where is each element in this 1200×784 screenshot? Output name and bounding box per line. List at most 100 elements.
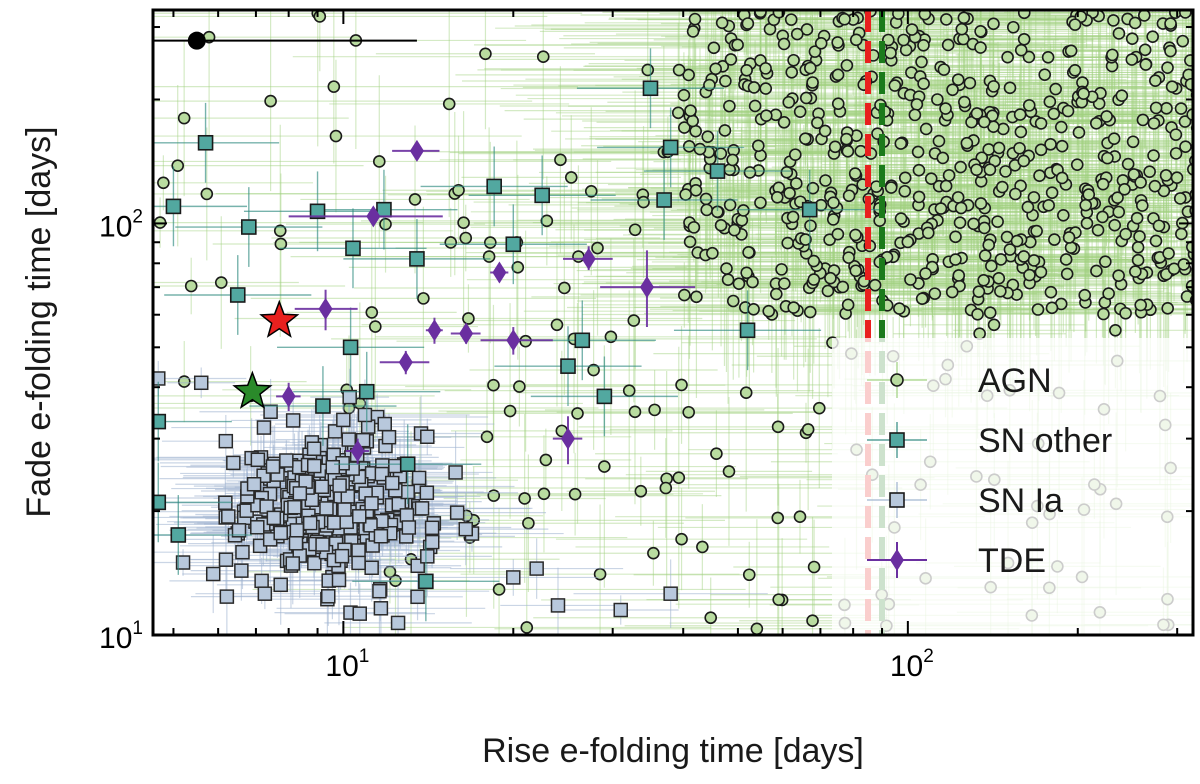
sn-other-point (486, 178, 502, 195)
agn-point (854, 144, 868, 158)
agn-point (686, 114, 699, 128)
agn-point (1112, 269, 1125, 282)
agn-point (986, 109, 999, 123)
sn-other-point (409, 251, 425, 267)
agn-point (682, 140, 696, 153)
agn-point (1013, 108, 1027, 121)
agn-point (965, 115, 978, 129)
agn-point (799, 132, 812, 145)
agn-point (770, 287, 783, 301)
agn-point (806, 614, 819, 628)
agn-point (1147, 117, 1161, 130)
legend-entry: AGN (867, 362, 1052, 400)
agn-point (678, 121, 691, 134)
agn-point (894, 212, 908, 225)
agn-point (1017, 10, 1031, 20)
tde-point (409, 139, 424, 162)
agn-point (849, 228, 862, 242)
agn-point (790, 27, 804, 41)
agn-point (1125, 32, 1139, 46)
agn-point (1176, 34, 1190, 48)
tde-point (281, 385, 296, 408)
agn-point (503, 404, 517, 418)
agn-point (931, 93, 944, 106)
agn-point (983, 306, 997, 320)
agn-point (780, 166, 794, 179)
agn-point (788, 148, 802, 161)
sn-ia-point (256, 420, 272, 435)
agn-point (972, 285, 986, 298)
agn-point (1021, 200, 1035, 214)
sn-other-point (309, 203, 326, 220)
agn-point (841, 145, 855, 158)
agn-point (747, 81, 761, 94)
agn-point (946, 83, 959, 97)
agn-point (939, 13, 953, 26)
agn-point (721, 273, 735, 286)
sn-ia-point (339, 514, 354, 530)
sn-ia-point (342, 389, 357, 405)
agn-point (1100, 110, 1113, 123)
agn-point (954, 160, 967, 174)
agn-point (688, 12, 702, 26)
agn-point (720, 262, 733, 275)
sn-other-point (342, 339, 359, 356)
sn-ia-point (266, 510, 282, 526)
agn-point (967, 217, 980, 231)
sn-other-point (662, 139, 679, 156)
agn-point (1064, 44, 1078, 58)
agn-point (572, 250, 585, 263)
agn-point (995, 180, 1009, 194)
agn-point (806, 76, 819, 89)
agn-point (648, 403, 661, 417)
sn-ia-point (327, 424, 343, 439)
agn-point (699, 192, 713, 206)
sn-ia-point (351, 543, 366, 558)
sn-ia-point (352, 509, 367, 524)
agn-point (945, 285, 959, 299)
agn-point (327, 80, 341, 93)
sn-ia-point (304, 492, 320, 508)
agn-point (550, 318, 564, 332)
agn-point (942, 169, 956, 182)
agn-point (836, 280, 850, 294)
agn-point (799, 233, 812, 246)
sn-other-point (656, 192, 672, 208)
sn-ia-point (235, 544, 250, 560)
sn-ia-point (364, 560, 379, 576)
agn-point (1173, 192, 1187, 205)
tde-point (560, 427, 575, 450)
agn-point (754, 196, 767, 210)
agn-point (1045, 301, 1059, 315)
highlight-markers (153, 31, 417, 409)
agn-point (928, 287, 942, 300)
agn-point (492, 583, 506, 596)
agn-point (812, 401, 826, 415)
sn-ia-point (302, 515, 318, 531)
agn-point (1030, 224, 1043, 238)
agn-point (760, 109, 773, 122)
agn-point (937, 63, 951, 76)
agn-point (752, 139, 765, 153)
agn-point (898, 171, 912, 185)
sn-ia-point (373, 601, 389, 616)
agn-point (884, 181, 898, 194)
agn-point (842, 189, 856, 203)
sn-ia-point (372, 583, 387, 599)
agn-point (912, 190, 926, 204)
agn-point (511, 261, 525, 274)
agn-point (785, 65, 799, 79)
sn-ia-point (234, 563, 249, 578)
agn-point (912, 163, 926, 177)
y-tick-label: 102 (99, 206, 143, 243)
agn-point (818, 124, 832, 138)
agn-point (1078, 288, 1092, 302)
agn-point (1001, 50, 1014, 64)
sn-ia-point (279, 453, 294, 468)
tde-point (639, 276, 654, 299)
legend-entry: TDE (867, 542, 1046, 580)
agn-point (1013, 141, 1026, 155)
agn-point (1057, 209, 1070, 222)
agn-point (1022, 50, 1036, 64)
tde-point (459, 322, 474, 345)
